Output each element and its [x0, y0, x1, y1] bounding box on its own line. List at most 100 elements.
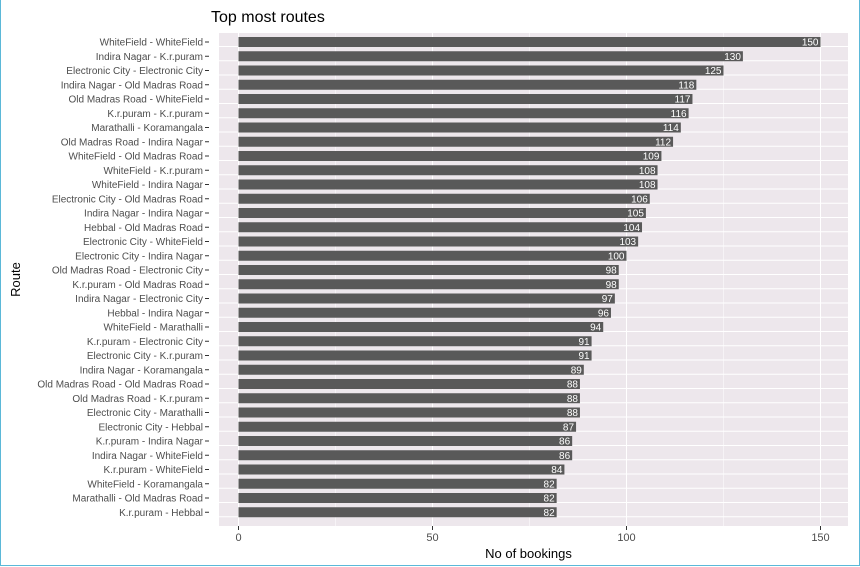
bar-value-label: 96 — [598, 308, 610, 319]
bar — [238, 79, 697, 90]
bar-value-label: 100 — [608, 251, 625, 262]
bar-value-label: 109 — [643, 152, 660, 163]
bar-value-label: 112 — [655, 137, 671, 148]
category-label: Indira Nagar - Old Madras Road — [61, 80, 203, 91]
bar-value-label: 114 — [663, 123, 679, 134]
bar — [238, 179, 658, 190]
category-label: Old Madras Road - Electronic City — [52, 266, 203, 277]
category-label: Indira Nagar - Indira Nagar — [84, 209, 204, 220]
category-label: Marathalli - Koramangala — [91, 123, 203, 134]
category-labels: WhiteField - WhiteField Indira Nagar - K.… — [37, 38, 209, 519]
category-label: Electronic City - Electronic City — [66, 66, 203, 77]
bar-value-label: 86 — [559, 437, 571, 448]
category-label: Electronic City - WhiteField — [83, 237, 203, 248]
bar — [238, 136, 674, 147]
bar — [238, 379, 580, 389]
bar — [238, 293, 615, 304]
category-label: WhiteField - Indira Nagar — [92, 180, 204, 191]
category-label: K.r.puram - Indira Nagar — [96, 437, 204, 448]
category-label: K.r.puram - K.r.puram — [107, 109, 203, 120]
bar — [238, 336, 592, 347]
category-label: Indira Nagar - K.r.puram — [96, 52, 203, 63]
bar-value-label: 98 — [606, 280, 618, 291]
category-label: Old Madras Road - Old Madras Road — [37, 380, 203, 391]
bar — [238, 436, 573, 446]
bar — [238, 450, 573, 461]
bar-value-label: 91 — [578, 351, 590, 362]
bar-value-label: 130 — [724, 52, 741, 63]
bar-value-label: 116 — [671, 109, 687, 120]
y-axis-title: Route — [8, 262, 23, 297]
bar-value-label: 88 — [567, 394, 579, 405]
bar-value-label: 82 — [544, 479, 556, 490]
bar — [238, 279, 619, 290]
x-tick-label: 100 — [617, 532, 635, 544]
bar — [238, 464, 565, 475]
bar-value-label: 94 — [590, 323, 602, 334]
bar-value-label: 105 — [627, 209, 644, 220]
x-tick-label: 0 — [235, 532, 241, 544]
chart-title: Top most routes — [211, 9, 325, 26]
category-label: Electronic City - K.r.puram — [87, 351, 203, 362]
bar-value-label: 125 — [705, 66, 722, 77]
bar-value-label: 88 — [567, 380, 579, 391]
bar — [238, 65, 724, 76]
category-label: Indira Nagar - Electronic City — [75, 294, 203, 305]
category-label: K.r.puram - Hebbal — [119, 508, 203, 519]
category-label: Indira Nagar - Koramangala — [80, 365, 204, 376]
bar-value-label: 106 — [631, 194, 648, 205]
category-label: Hebbal - Indira Nagar — [107, 308, 203, 319]
bar-value-label: 118 — [678, 80, 694, 91]
x-tick-label: 50 — [426, 532, 438, 544]
bar — [238, 193, 650, 204]
category-label: WhiteField - K.r.puram — [104, 166, 203, 177]
bar — [238, 421, 577, 432]
bar — [238, 37, 821, 47]
bar-value-label: 103 — [619, 237, 636, 248]
bar-value-label: 87 — [563, 422, 575, 433]
x-tick-label: 150 — [811, 532, 829, 544]
bar — [238, 236, 639, 247]
bar-value-label: 82 — [544, 494, 556, 505]
category-label: Old Madras Road - K.r.puram — [72, 394, 203, 405]
bar-value-label: 86 — [559, 451, 571, 462]
category-label: Electronic City - Indira Nagar — [75, 251, 203, 262]
category-label: Electronic City - Old Madras Road — [52, 194, 203, 205]
category-label: WhiteField - Old Madras Road — [69, 152, 204, 163]
bar — [238, 364, 584, 375]
bar-value-label: 98 — [606, 266, 618, 277]
bar — [238, 108, 689, 119]
category-label: WhiteField - Koramangala — [87, 479, 203, 490]
bar-value-label: 104 — [623, 223, 640, 234]
category-label: Electronic City - Marathalli — [87, 408, 203, 419]
bar — [238, 507, 557, 518]
bar — [238, 493, 557, 503]
category-label: WhiteField - WhiteField — [100, 38, 203, 49]
bar-value-label: 108 — [639, 180, 656, 191]
bar — [238, 51, 743, 62]
bar-value-label: 97 — [602, 294, 614, 305]
bar — [238, 94, 693, 104]
category-label: Indira Nagar - WhiteField — [92, 451, 203, 462]
bar-value-label: 150 — [802, 38, 819, 49]
bar — [238, 393, 580, 404]
bar — [238, 478, 557, 489]
bar-value-label: 117 — [675, 95, 691, 106]
x-axis-title: No of bookings — [485, 546, 572, 561]
bar — [238, 350, 592, 361]
bar — [238, 151, 662, 161]
category-label: K.r.puram - Old Madras Road — [72, 280, 203, 291]
bar-value-label: 89 — [571, 365, 583, 376]
bar — [238, 208, 646, 218]
bar — [238, 407, 580, 418]
bar-value-label: 88 — [567, 408, 579, 419]
x-axis-ticks: 0 50 100 150 — [235, 526, 830, 544]
bar — [238, 165, 658, 176]
bar — [238, 322, 604, 332]
bar — [238, 250, 627, 261]
category-label: Electronic City - Hebbal — [99, 422, 203, 433]
category-label: Old Madras Road - Indira Nagar — [61, 137, 204, 148]
bar — [238, 265, 619, 275]
